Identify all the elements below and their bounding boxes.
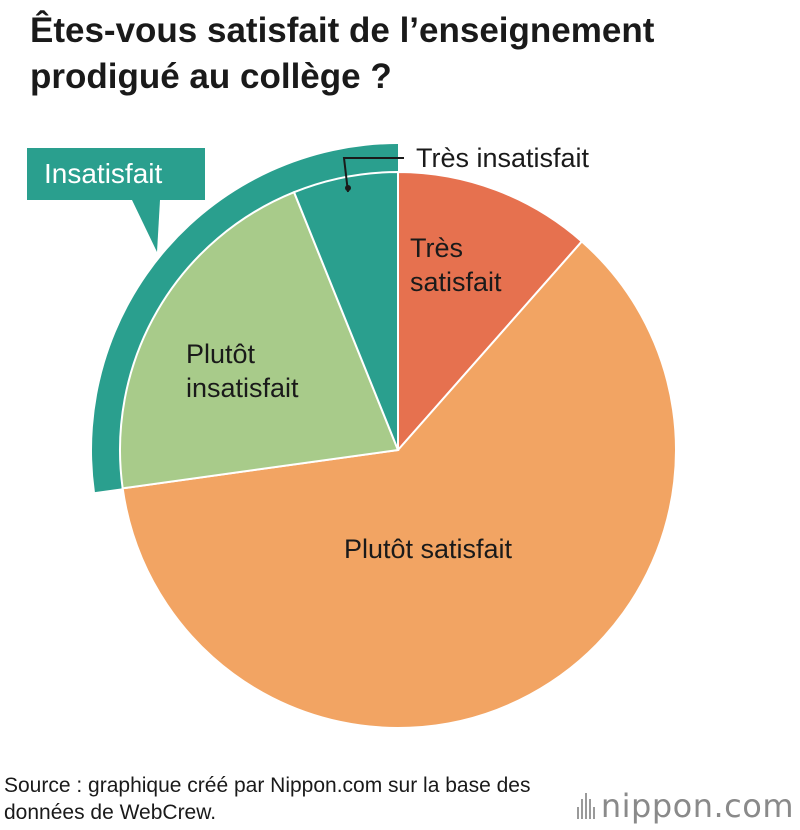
slice-label-tres-satisfait: Très satisfait [410,233,502,297]
source-note: Source : graphique créé par Nippon.com s… [4,774,531,824]
pie-slice-tres-insatisfait [292,170,399,451]
slice-label-plutot-satisfait: Plutôt satisfait [344,534,513,564]
group-label-insatisfait: Insatisfait [44,158,162,189]
brand-suffix: .com [713,787,794,825]
slice-label-plutot-insatisfait: Plutôt insatisfait [186,339,299,403]
slice-label-tres-insatisfait: Très insatisfait [416,143,590,173]
labels-layer: Très satisfait Plutôt satisfait Plutôt insat… [186,143,590,564]
chart-title: Êtes-vous satisfait de l’enseignement pr… [30,11,655,96]
nippon-logo: nippon .com [576,786,794,826]
brand-name: nippon [600,787,714,825]
group-label-box [27,148,205,200]
pie-slice-tres-satisfait [397,170,584,453]
group-label-pointer [132,200,160,252]
leader-line-tres-insatisfait [342,157,404,193]
slices-layer [119,170,677,729]
pie-slice-plutot-insatisfait [119,190,400,490]
pie-slice-plutot-satisfait [121,240,677,729]
leader-dot-tres-insatisfait [345,185,351,191]
brand-bars-icon [576,793,595,819]
